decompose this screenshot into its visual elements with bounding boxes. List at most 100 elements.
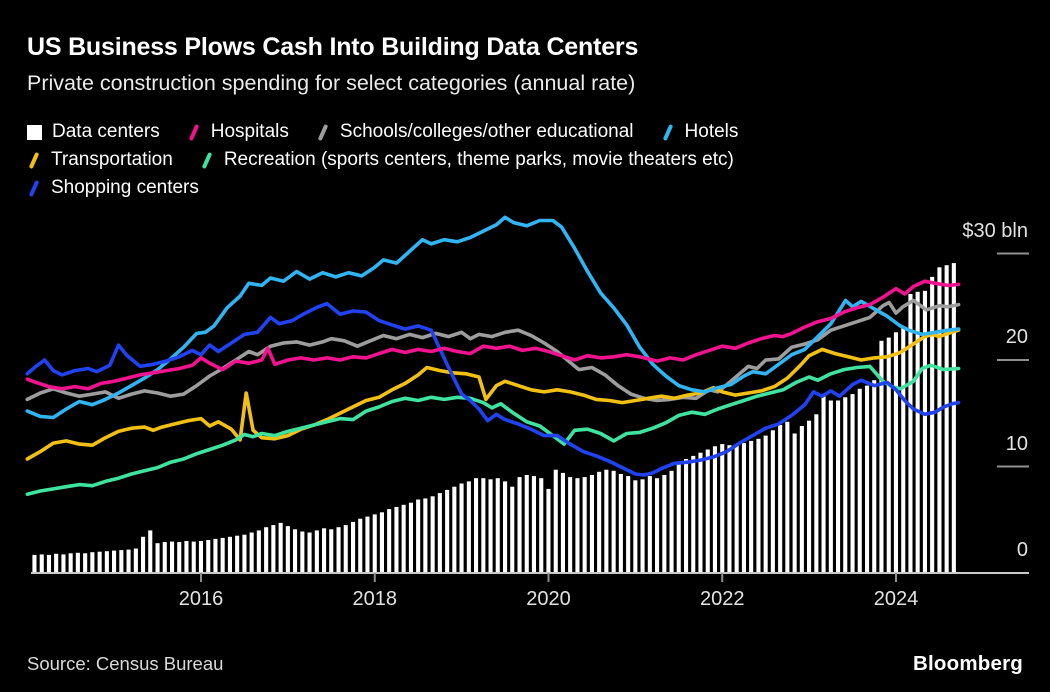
bar [531,476,536,573]
bar [358,518,363,573]
bar [828,400,833,573]
bar [524,475,529,573]
bar [741,443,746,573]
bar [481,478,486,573]
bar [799,426,804,573]
shopping-centers-line [25,301,961,477]
legend-item-transportation: Transportation [27,149,173,171]
bar [184,541,189,573]
x-axis-label: 2024 [873,588,919,610]
transportation-line [25,328,961,461]
bar [604,469,609,573]
legend-label: Transportation [51,149,173,170]
bar [285,526,290,573]
bar [437,493,442,573]
bar [474,478,479,573]
bar [886,337,891,573]
legend-item-data-centers: Data centers [27,121,160,143]
bar [148,530,153,573]
bar [452,486,457,573]
legend-item-hospitals: Hospitals [187,121,289,143]
bar [61,554,66,573]
legend-item-hotels: Hotels [661,121,738,143]
bar [749,440,754,573]
bar [119,550,124,573]
bar [763,435,768,573]
bar [372,514,377,573]
recreation-line [25,363,961,497]
bar [821,394,826,573]
bar [857,388,862,573]
bar [836,400,841,573]
bar [401,504,406,573]
bar [387,509,392,573]
bar [850,394,855,573]
bar [133,548,138,573]
legend-item-recreation: Recreation (sports centers, theme parks,… [200,149,734,171]
bar [770,430,775,573]
bar [155,543,160,573]
bar [778,425,783,573]
bar [75,552,80,573]
bar [930,276,935,573]
bar [655,478,660,573]
chart-subtitle: Private construction spending for select… [27,71,636,95]
bar [633,480,638,573]
legend-item-shopping-centers: Shopping centers [27,177,199,199]
legend-label: Shopping centers [51,177,199,198]
bar [944,265,949,573]
bar [97,551,102,573]
bar [293,529,298,573]
bar [495,478,500,573]
bar [893,332,898,573]
bar [503,481,508,573]
bar [792,433,797,573]
bar [256,530,261,573]
bar [445,489,450,573]
bar [684,459,689,573]
bar [141,536,146,573]
bar [488,479,493,573]
bar [271,525,276,573]
bar [676,464,681,573]
bar [206,540,211,573]
bar [191,541,196,573]
bar [951,263,956,573]
chart-title: US Business Plows Cash Into Building Dat… [27,33,639,61]
bar [264,527,269,573]
bar [922,290,927,573]
bar [539,478,544,573]
x-axis-label: 2020 [526,588,571,610]
bar [336,527,341,573]
data-centers-swatch-icon [27,124,42,140]
bar [235,535,240,573]
bar [278,522,283,573]
bar [459,483,464,573]
bar [720,444,725,573]
bar [314,530,319,573]
y-axis-label: 10 [1005,432,1028,455]
bar [213,538,218,573]
bar [90,552,95,573]
bar [68,553,73,573]
bar [785,421,790,573]
legend-label: Hospitals [210,121,289,142]
y-axis-label: 20 [1005,326,1028,348]
legend-label: Data centers [52,121,160,142]
bar [249,532,254,573]
bar [104,551,109,573]
bar [517,477,522,573]
legend-label: Recreation (sports centers, theme parks,… [223,149,734,170]
bar [466,481,471,573]
bar [553,469,558,573]
bar [872,380,877,573]
bar [39,554,44,573]
bar [937,267,942,573]
bar [300,531,305,573]
bar [242,534,247,573]
y-axis-label: 0 [1016,539,1028,561]
bar [365,516,370,573]
bar [915,291,920,573]
bar [647,476,652,573]
